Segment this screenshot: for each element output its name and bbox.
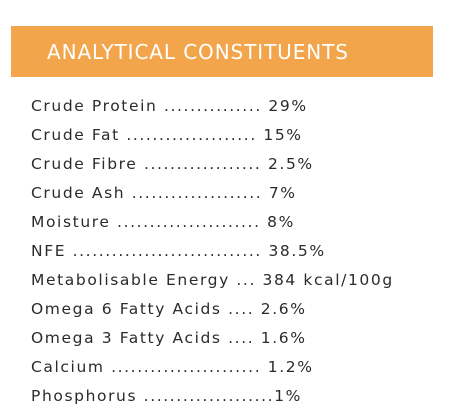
section-title: ANALYTICAL CONSTITUENTS [47,39,349,64]
constituent-row: Calcium ....................... 1.2% [31,358,314,376]
constituent-row: Phosphorus ....................1% [31,387,303,405]
constituent-row: NFE ............................. 38.5% [31,242,326,260]
constituent-row: Omega 6 Fatty Acids .... 2.6% [31,300,307,318]
constituent-row: Crude Fibre .................. 2.5% [31,155,314,173]
constituent-row: Crude Fat .................... 15% [31,126,303,144]
section-header-band: ANALYTICAL CONSTITUENTS [11,26,433,77]
constituent-row: Moisture ...................... 8% [31,213,295,231]
constituents-list: Crude Protein ............... 29% Crude … [31,92,441,411]
constituent-row: Crude Ash .................... 7% [31,184,297,202]
constituent-row: Metabolisable Energy ... 384 kcal/100g [31,271,394,289]
constituent-row: Omega 3 Fatty Acids .... 1.6% [31,329,307,347]
constituent-row: Crude Protein ............... 29% [31,97,308,115]
